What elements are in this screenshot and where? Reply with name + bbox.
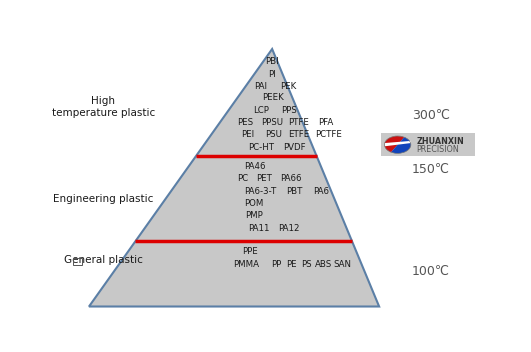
Text: PP: PP	[271, 260, 281, 269]
Text: PBI: PBI	[266, 57, 279, 66]
Text: PTFE: PTFE	[288, 118, 310, 127]
Text: PI: PI	[268, 70, 276, 79]
Text: PPS: PPS	[281, 106, 296, 114]
Text: PS: PS	[301, 260, 312, 269]
Text: PA46: PA46	[244, 162, 266, 171]
Text: General plastic: General plastic	[64, 256, 143, 265]
Text: PE: PE	[287, 260, 297, 269]
Text: PES: PES	[237, 118, 253, 127]
Text: PMMA: PMMA	[234, 260, 260, 269]
Text: 150℃: 150℃	[412, 163, 450, 176]
Text: PSU: PSU	[265, 131, 282, 139]
Text: PA6: PA6	[313, 187, 329, 196]
Text: 300℃: 300℃	[412, 109, 450, 122]
Wedge shape	[391, 137, 411, 153]
Text: PEEK: PEEK	[262, 93, 284, 102]
Text: PVDF: PVDF	[282, 143, 305, 152]
Text: PEK: PEK	[280, 82, 297, 91]
Text: ZHUANXIN: ZHUANXIN	[416, 137, 464, 146]
Bar	[381, 133, 475, 156]
Text: PPSU: PPSU	[261, 118, 283, 127]
Text: High
temperature plastic: High temperature plastic	[52, 96, 155, 118]
Bar	[73, 258, 82, 265]
Text: ABS: ABS	[315, 260, 332, 269]
Text: PA66: PA66	[280, 174, 302, 183]
Text: PA6-3-T: PA6-3-T	[244, 187, 277, 196]
Text: PEI: PEI	[241, 131, 254, 139]
Text: PCTFE: PCTFE	[315, 131, 342, 139]
Text: PAI: PAI	[254, 82, 268, 91]
Polygon shape	[384, 141, 411, 146]
Text: 100℃: 100℃	[412, 265, 450, 278]
Text: PC: PC	[237, 174, 248, 183]
Polygon shape	[89, 49, 379, 307]
Text: LCP: LCP	[253, 106, 269, 114]
Text: PFA: PFA	[318, 118, 333, 127]
Text: Engineering plastic: Engineering plastic	[53, 194, 153, 205]
Text: PBT: PBT	[286, 187, 302, 196]
Text: PA11: PA11	[248, 224, 270, 233]
Wedge shape	[384, 136, 404, 152]
Text: PRECISION: PRECISION	[416, 145, 459, 154]
Text: PC-HT: PC-HT	[248, 143, 274, 152]
Text: PET: PET	[256, 174, 272, 183]
Text: POM: POM	[244, 199, 263, 208]
Text: ETFE: ETFE	[288, 131, 310, 139]
Text: PA12: PA12	[278, 224, 299, 233]
Text: PPE: PPE	[243, 247, 258, 256]
Text: SAN: SAN	[333, 260, 351, 269]
Text: PMP: PMP	[245, 212, 262, 220]
